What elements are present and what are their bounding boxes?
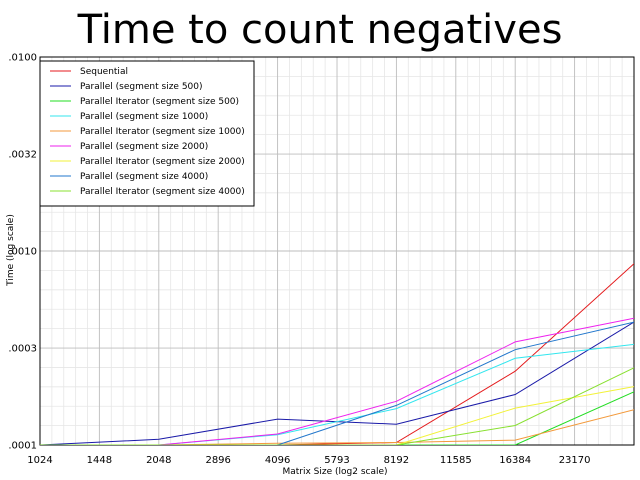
x-tick-label: 2896 <box>205 455 230 466</box>
legend-entry: Parallel Iterator (segment size 4000) <box>80 187 245 197</box>
series-line <box>40 263 634 445</box>
legend-entry: Sequential <box>80 67 128 77</box>
series-line <box>40 391 634 445</box>
chart-title: Time to count negatives <box>77 7 563 53</box>
y-tick-label: .0100 <box>8 53 37 64</box>
x-tick-label: 11585 <box>440 455 472 466</box>
x-tick-labels: 1024 1448 2048 2896 4096 5793 8192 11585 16384 23… <box>27 455 590 466</box>
series-line <box>40 386 634 445</box>
legend-entry: Parallel Iterator (segment size 2000) <box>80 157 245 167</box>
x-axis-label: Matrix Size (log2 scale) <box>282 467 387 477</box>
legend-entry: Parallel (segment size 2000) <box>80 142 208 152</box>
legend-entry: Parallel (segment size 500) <box>80 82 203 92</box>
legend-entry: Parallel (segment size 1000) <box>80 112 208 122</box>
legend: Sequential Parallel (segment size 500) Par… <box>39 60 255 207</box>
y-tick-label: .0032 <box>8 150 37 161</box>
series-line <box>40 367 634 445</box>
x-tick-label: 1448 <box>87 455 112 466</box>
x-tick-label: 1024 <box>27 455 52 466</box>
x-tick-label: 5793 <box>324 455 349 466</box>
series-line <box>40 409 634 445</box>
series-line <box>40 317 634 445</box>
series-line <box>40 343 634 445</box>
legend-box <box>39 60 255 207</box>
y-tick-label: .0003 <box>8 344 37 355</box>
x-tick-label: 4096 <box>265 455 290 466</box>
legend-entry: Parallel Iterator (segment size 1000) <box>80 127 245 137</box>
legend-entry: Parallel Iterator (segment size 500) <box>80 97 239 107</box>
y-tick-labels: .0001 .0003 .0010 .0032 .0100 <box>8 53 37 452</box>
x-tick-label: 8192 <box>384 455 409 466</box>
x-tick-label: 23170 <box>559 455 591 466</box>
y-axis-label: Time (log scale) <box>6 214 16 287</box>
legend-entry: Parallel (segment size 4000) <box>80 172 208 182</box>
y-tick-label: .0001 <box>8 441 37 452</box>
series-line <box>40 321 634 445</box>
x-tick-label: 16384 <box>499 455 531 466</box>
x-tick-label: 2048 <box>146 455 171 466</box>
series-layer <box>40 263 634 445</box>
y-tick-label: .0010 <box>8 247 37 258</box>
